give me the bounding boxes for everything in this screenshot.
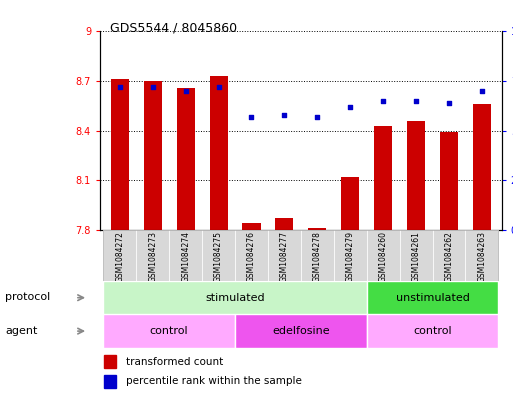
Text: GSM1084260: GSM1084260 <box>379 231 388 283</box>
FancyBboxPatch shape <box>334 230 367 281</box>
Point <box>149 84 157 90</box>
Bar <box>308 228 326 230</box>
Text: GSM1084279: GSM1084279 <box>346 231 355 283</box>
Point <box>478 88 486 94</box>
Point <box>379 98 387 104</box>
Point <box>280 112 288 118</box>
Bar <box>144 81 162 230</box>
Bar <box>440 132 458 230</box>
Text: stimulated: stimulated <box>205 293 265 303</box>
Point <box>445 100 453 106</box>
Text: percentile rank within the sample: percentile rank within the sample <box>126 376 302 386</box>
Text: control: control <box>150 326 188 336</box>
FancyBboxPatch shape <box>103 230 136 281</box>
Bar <box>104 375 116 387</box>
Point <box>346 104 354 110</box>
Bar <box>176 88 195 230</box>
Bar <box>104 356 116 368</box>
FancyBboxPatch shape <box>301 230 334 281</box>
Bar <box>367 281 499 314</box>
Bar <box>341 177 359 230</box>
Text: agent: agent <box>5 326 37 336</box>
FancyBboxPatch shape <box>235 230 268 281</box>
FancyBboxPatch shape <box>169 230 202 281</box>
Bar <box>103 314 235 348</box>
Text: GSM1084272: GSM1084272 <box>115 231 124 282</box>
Text: GSM1084276: GSM1084276 <box>247 231 256 283</box>
Bar <box>367 314 499 348</box>
FancyBboxPatch shape <box>268 230 301 281</box>
Bar <box>235 314 367 348</box>
Text: GSM1084273: GSM1084273 <box>148 231 157 283</box>
Text: GSM1084263: GSM1084263 <box>478 231 486 283</box>
Text: protocol: protocol <box>5 292 50 302</box>
Bar <box>407 121 425 230</box>
FancyBboxPatch shape <box>432 230 465 281</box>
Bar <box>209 76 228 230</box>
Text: GSM1084275: GSM1084275 <box>214 231 223 283</box>
Text: GSM1084262: GSM1084262 <box>445 231 453 282</box>
Text: GSM1084274: GSM1084274 <box>181 231 190 283</box>
Point <box>182 88 190 94</box>
Bar <box>473 104 491 230</box>
FancyBboxPatch shape <box>202 230 235 281</box>
Point <box>214 84 223 90</box>
Point <box>313 114 322 120</box>
Text: transformed count: transformed count <box>126 357 223 367</box>
FancyBboxPatch shape <box>367 230 400 281</box>
Text: GDS5544 / 8045860: GDS5544 / 8045860 <box>110 22 238 35</box>
FancyBboxPatch shape <box>136 230 169 281</box>
FancyBboxPatch shape <box>465 230 499 281</box>
Bar <box>243 223 261 230</box>
Point <box>412 98 420 104</box>
Text: edelfosine: edelfosine <box>272 326 330 336</box>
Text: GSM1084261: GSM1084261 <box>411 231 421 282</box>
Bar <box>103 281 367 314</box>
Text: unstimulated: unstimulated <box>396 293 469 303</box>
Bar <box>275 219 293 230</box>
Point <box>116 84 124 90</box>
Text: GSM1084277: GSM1084277 <box>280 231 289 283</box>
Text: control: control <box>413 326 452 336</box>
FancyBboxPatch shape <box>400 230 432 281</box>
Text: GSM1084278: GSM1084278 <box>313 231 322 282</box>
Bar <box>374 126 392 230</box>
Point <box>247 114 255 120</box>
Bar <box>111 79 129 230</box>
